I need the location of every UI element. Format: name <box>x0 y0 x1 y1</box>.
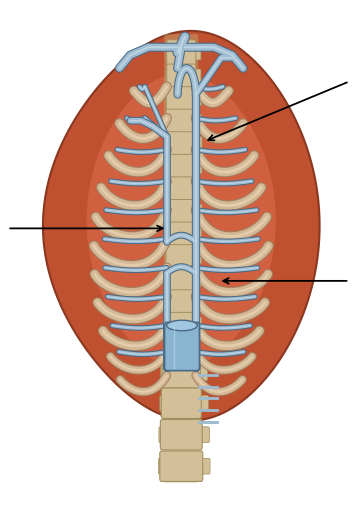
FancyBboxPatch shape <box>166 177 197 201</box>
Polygon shape <box>87 74 276 367</box>
FancyBboxPatch shape <box>165 160 172 173</box>
Polygon shape <box>43 31 320 421</box>
FancyBboxPatch shape <box>166 132 197 156</box>
FancyBboxPatch shape <box>164 34 198 483</box>
FancyBboxPatch shape <box>166 222 197 246</box>
FancyBboxPatch shape <box>159 427 169 443</box>
FancyBboxPatch shape <box>197 365 207 381</box>
FancyBboxPatch shape <box>165 137 172 151</box>
FancyBboxPatch shape <box>165 250 173 264</box>
FancyBboxPatch shape <box>165 182 172 196</box>
FancyBboxPatch shape <box>160 451 203 481</box>
FancyBboxPatch shape <box>165 318 173 331</box>
FancyBboxPatch shape <box>167 64 196 88</box>
FancyBboxPatch shape <box>158 458 169 474</box>
FancyBboxPatch shape <box>165 295 173 309</box>
FancyBboxPatch shape <box>194 114 202 128</box>
FancyBboxPatch shape <box>166 92 173 106</box>
FancyBboxPatch shape <box>165 227 173 241</box>
FancyBboxPatch shape <box>194 92 201 106</box>
FancyBboxPatch shape <box>166 45 173 60</box>
FancyBboxPatch shape <box>195 160 202 173</box>
FancyBboxPatch shape <box>198 395 209 411</box>
FancyBboxPatch shape <box>195 137 202 151</box>
FancyBboxPatch shape <box>160 395 170 411</box>
FancyBboxPatch shape <box>161 388 201 418</box>
FancyBboxPatch shape <box>166 267 197 291</box>
FancyBboxPatch shape <box>161 365 171 381</box>
FancyBboxPatch shape <box>195 205 202 218</box>
FancyBboxPatch shape <box>165 272 173 286</box>
FancyBboxPatch shape <box>166 290 197 314</box>
FancyBboxPatch shape <box>165 205 172 218</box>
FancyBboxPatch shape <box>194 45 201 60</box>
FancyBboxPatch shape <box>194 250 202 264</box>
FancyBboxPatch shape <box>194 295 202 309</box>
FancyBboxPatch shape <box>166 200 197 224</box>
FancyBboxPatch shape <box>162 358 200 388</box>
FancyBboxPatch shape <box>167 40 196 65</box>
FancyBboxPatch shape <box>166 69 173 83</box>
FancyBboxPatch shape <box>194 227 202 241</box>
FancyBboxPatch shape <box>199 427 210 443</box>
FancyBboxPatch shape <box>166 154 197 178</box>
FancyBboxPatch shape <box>166 245 197 269</box>
FancyBboxPatch shape <box>166 87 196 111</box>
FancyBboxPatch shape <box>160 419 202 450</box>
FancyBboxPatch shape <box>166 312 197 337</box>
FancyBboxPatch shape <box>165 114 173 128</box>
FancyBboxPatch shape <box>166 109 197 133</box>
FancyBboxPatch shape <box>194 318 202 331</box>
FancyBboxPatch shape <box>195 182 202 196</box>
FancyBboxPatch shape <box>194 272 202 286</box>
FancyBboxPatch shape <box>194 69 201 83</box>
FancyBboxPatch shape <box>165 322 199 371</box>
FancyBboxPatch shape <box>200 458 210 474</box>
Ellipse shape <box>167 320 197 331</box>
